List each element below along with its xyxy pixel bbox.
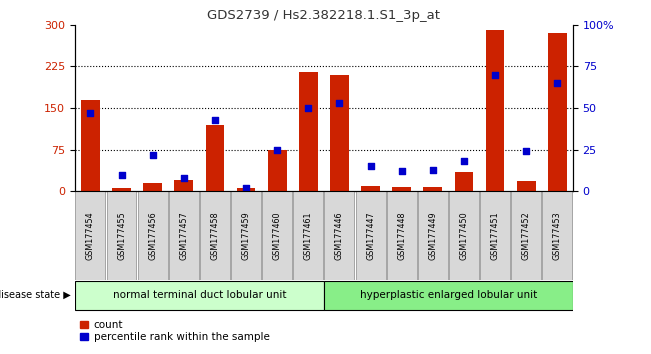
Text: GSM177453: GSM177453 (553, 211, 562, 260)
Point (396, 169, 407, 174)
Text: GSM177448: GSM177448 (397, 211, 406, 260)
Text: GSM177452: GSM177452 (521, 211, 531, 260)
Bar (449, 191, 479, 280)
Point (521, 148, 531, 154)
Point (117, 172, 127, 177)
Text: GSM177455: GSM177455 (117, 211, 126, 260)
Bar (75, 281, 324, 310)
Text: GSM177460: GSM177460 (273, 211, 282, 260)
Point (552, 80, 562, 86)
Bar (423, 187, 442, 191)
Bar (517, 181, 536, 191)
Bar (418, 191, 448, 280)
Point (459, 158, 469, 164)
Text: disease state ▶: disease state ▶ (0, 290, 71, 300)
Bar (107, 191, 137, 280)
Text: GSM177461: GSM177461 (304, 211, 313, 260)
Bar (486, 30, 505, 191)
Bar (262, 191, 292, 280)
Text: hyperplastic enlarged lobular unit: hyperplastic enlarged lobular unit (360, 290, 537, 300)
Text: GSM177449: GSM177449 (428, 211, 437, 260)
Bar (330, 75, 349, 191)
Bar (454, 172, 473, 191)
Text: GSM177457: GSM177457 (179, 211, 188, 260)
Bar (355, 191, 385, 280)
Point (178, 175, 189, 181)
Text: GSM177454: GSM177454 (86, 211, 95, 260)
Bar (143, 183, 162, 191)
Point (428, 167, 438, 172)
Text: GSM177447: GSM177447 (366, 211, 375, 260)
Bar (76, 191, 105, 280)
Legend: count, percentile rank within the sample: count, percentile rank within the sample (80, 320, 270, 342)
Bar (548, 33, 566, 191)
Text: normal terminal duct lobular unit: normal terminal duct lobular unit (113, 290, 286, 300)
Point (334, 100, 344, 106)
Point (85, 110, 96, 116)
Bar (387, 191, 417, 280)
Title: GDS2739 / Hs2.382218.1.S1_3p_at: GDS2739 / Hs2.382218.1.S1_3p_at (208, 9, 440, 22)
Bar (299, 72, 318, 191)
Point (490, 72, 500, 78)
Bar (511, 191, 541, 280)
Text: GSM177458: GSM177458 (210, 211, 219, 260)
Bar (200, 191, 230, 280)
Bar (268, 149, 286, 191)
Text: GSM177451: GSM177451 (491, 211, 499, 260)
Bar (324, 281, 573, 310)
Bar (480, 191, 510, 280)
Bar (324, 191, 354, 280)
Bar (138, 191, 167, 280)
Bar (231, 191, 261, 280)
Bar (361, 185, 380, 191)
Text: GSM177450: GSM177450 (460, 211, 469, 260)
Bar (169, 191, 199, 280)
Point (148, 152, 158, 158)
Text: GSM177456: GSM177456 (148, 211, 157, 260)
Point (365, 163, 376, 169)
Bar (542, 191, 572, 280)
Bar (112, 188, 131, 191)
Point (272, 147, 283, 152)
Text: GSM177446: GSM177446 (335, 211, 344, 260)
Bar (206, 125, 224, 191)
Bar (237, 188, 255, 191)
Bar (393, 187, 411, 191)
Point (303, 105, 314, 111)
Text: GSM177459: GSM177459 (242, 211, 251, 260)
Point (241, 185, 251, 191)
Bar (81, 99, 100, 191)
Bar (294, 191, 324, 280)
Bar (174, 180, 193, 191)
Point (210, 117, 220, 122)
